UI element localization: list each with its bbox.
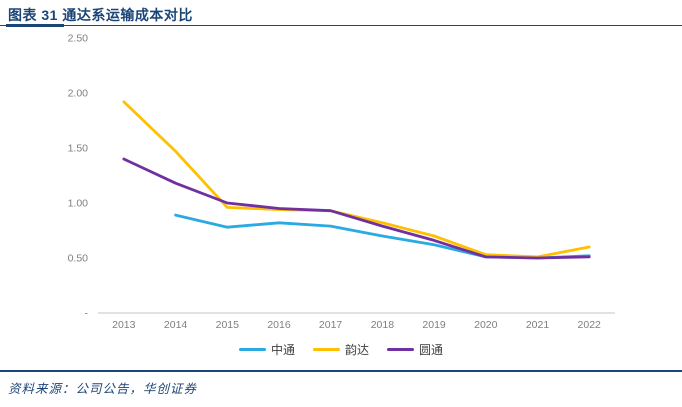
legend-item-yto: 圆通 bbox=[387, 341, 443, 358]
chart-legend: 中通 韵达 圆通 bbox=[0, 341, 682, 358]
series-line-2 bbox=[122, 157, 591, 260]
y-axis-tick: - bbox=[85, 308, 89, 320]
x-axis-tick: 2016 bbox=[267, 319, 291, 331]
line-swatch-zto bbox=[238, 348, 266, 351]
x-axis-tick: 2022 bbox=[578, 319, 602, 331]
title-rule-accent bbox=[6, 24, 64, 27]
legend-item-yunda: 韵达 bbox=[312, 341, 369, 358]
x-axis-tick: 2021 bbox=[526, 319, 550, 331]
legend-label-zto: 中通 bbox=[270, 343, 295, 357]
x-axis-tick: 2018 bbox=[371, 319, 395, 331]
x-axis-tick: 2013 bbox=[112, 319, 136, 331]
x-axis-tick: 2015 bbox=[216, 319, 240, 331]
x-axis-tick: 2019 bbox=[422, 319, 446, 331]
line-swatch-yto bbox=[387, 348, 414, 351]
legend-label-yto: 圆通 bbox=[419, 343, 444, 357]
series-line-1 bbox=[122, 100, 591, 259]
y-axis-tick: 2.00 bbox=[68, 88, 89, 100]
y-axis-tick: 1.50 bbox=[68, 143, 89, 155]
legend-label-yunda: 韵达 bbox=[344, 343, 369, 357]
legend-item-zto: 中通 bbox=[238, 341, 295, 358]
footer-rule bbox=[0, 370, 682, 372]
y-axis-tick: 1.00 bbox=[68, 198, 89, 210]
y-axis-tick: 0.50 bbox=[68, 253, 89, 265]
x-axis-tick: 2017 bbox=[319, 319, 343, 331]
y-axis-tick: 2.50 bbox=[68, 33, 89, 45]
x-axis-tick: 2020 bbox=[474, 319, 498, 331]
figure-title: 图表 31 通达系运输成本对比 bbox=[8, 7, 193, 23]
line-swatch-yunda bbox=[312, 348, 340, 351]
source-note: 资料来源：公司公告，华创证券 bbox=[8, 382, 198, 396]
x-axis-tick: 2014 bbox=[164, 319, 188, 331]
title-rule bbox=[0, 25, 682, 26]
